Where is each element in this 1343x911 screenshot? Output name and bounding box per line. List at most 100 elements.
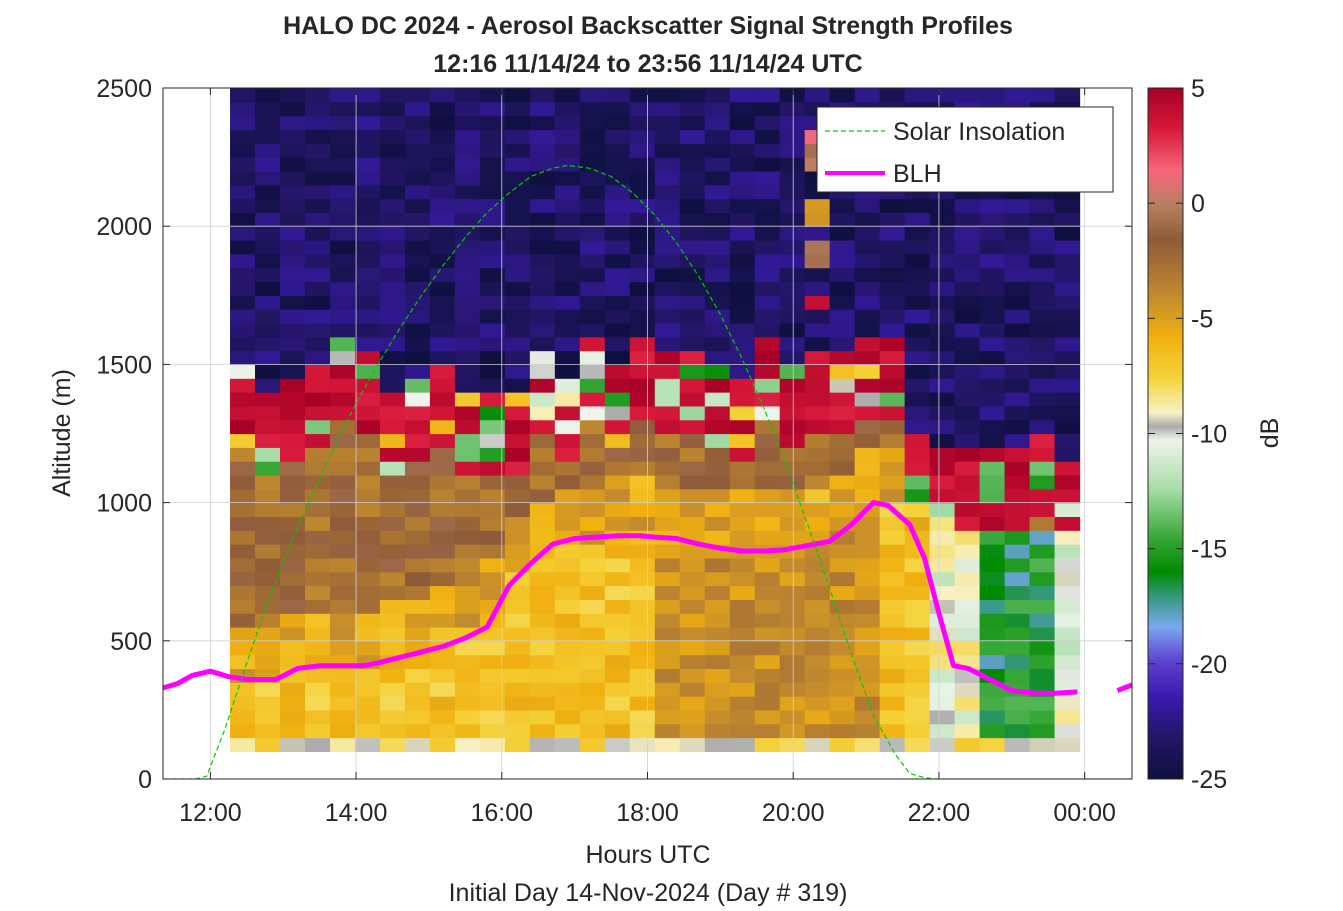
- heatmap-cell: [954, 281, 981, 296]
- heatmap-cell: [604, 405, 631, 421]
- heatmap-cell: [754, 267, 781, 283]
- heatmap-cell: [904, 392, 931, 407]
- heatmap-cell: [804, 723, 831, 739]
- heatmap-cell: [579, 309, 606, 324]
- heatmap-cell: [404, 170, 431, 186]
- heatmap-cell: [504, 696, 531, 711]
- heatmap-cell: [1029, 544, 1056, 559]
- heatmap-cell: [929, 309, 956, 324]
- heatmap-cell: [329, 295, 356, 310]
- heatmap-cell: [379, 599, 406, 614]
- heatmap-cell: [679, 419, 706, 435]
- heatmap-cell: [729, 530, 756, 545]
- heatmap-cell: [1054, 530, 1081, 545]
- heatmap-cell: [829, 378, 856, 393]
- heatmap-cell: [979, 253, 1006, 269]
- heatmap-cell: [504, 253, 531, 269]
- heatmap-cell: [704, 640, 731, 656]
- heatmap-cell: [1054, 322, 1081, 338]
- heatmap-cell: [404, 226, 431, 241]
- heatmap-cell: [804, 198, 831, 213]
- heatmap-cell: [929, 737, 956, 752]
- heatmap-cell: [654, 433, 681, 448]
- heatmap-cell: [829, 626, 856, 642]
- heatmap-cell: [654, 696, 681, 711]
- heatmap-cell: [804, 571, 831, 587]
- heatmap-cell: [529, 668, 556, 683]
- heatmap-cell: [230, 599, 256, 614]
- heatmap-cell: [554, 626, 581, 642]
- heatmap-cell: [429, 433, 456, 448]
- heatmap-cell: [979, 626, 1006, 642]
- heatmap-cell: [654, 626, 681, 642]
- legend-box: [816, 106, 1114, 193]
- heatmap-cell: [729, 88, 756, 103]
- heatmap-cell: [354, 212, 381, 227]
- heatmap-cell: [629, 461, 656, 476]
- heatmap-cell: [879, 488, 906, 504]
- heatmap-cell: [1004, 544, 1031, 559]
- heatmap-cell: [280, 364, 306, 379]
- heatmap-cell: [754, 364, 781, 379]
- heatmap-cell: [1004, 474, 1031, 490]
- heatmap-cell: [454, 309, 481, 324]
- heatmap-cell: [1054, 281, 1081, 296]
- heatmap-cell: [954, 474, 981, 490]
- heatmap-cell: [255, 240, 281, 255]
- heatmap-cell: [504, 157, 531, 172]
- heatmap-cell: [954, 461, 981, 476]
- heatmap-cell: [554, 516, 581, 531]
- heatmap-cell: [679, 240, 706, 255]
- heatmap-cell: [929, 295, 956, 310]
- heatmap-cell: [879, 309, 906, 324]
- heatmap-cell: [779, 281, 806, 296]
- heatmap-cell: [779, 184, 806, 200]
- heatmap-cell: [454, 226, 481, 241]
- heatmap-cell: [779, 143, 806, 158]
- heatmap-cell: [429, 157, 456, 172]
- heatmap-cell: [529, 88, 556, 103]
- heatmap-cell: [1004, 723, 1031, 739]
- heatmap-cell: [329, 184, 356, 200]
- heatmap-cell: [679, 101, 706, 117]
- heatmap-cell: [804, 295, 831, 310]
- heatmap-cell: [954, 696, 981, 711]
- heatmap-cell: [954, 530, 981, 545]
- heatmap-cell: [454, 585, 481, 600]
- x-axis: 12:00 14:00 16:00 18:00 20:00 22:00 00:00: [179, 88, 1116, 827]
- heatmap-cell: [230, 157, 256, 172]
- heatmap-cell: [255, 474, 281, 490]
- heatmap-cell: [280, 709, 306, 725]
- heatmap-cell: [904, 378, 931, 393]
- heatmap-cell: [629, 253, 656, 269]
- heatmap-cell: [1029, 599, 1056, 614]
- heatmap-cell: [454, 336, 481, 352]
- heatmap-cell: [1054, 88, 1081, 103]
- heatmap-cell: [954, 419, 981, 435]
- heatmap-cell: [754, 640, 781, 656]
- heatmap-cell: [529, 709, 556, 725]
- heatmap-cell: [954, 309, 981, 324]
- legend-blh-label: BLH: [893, 160, 942, 188]
- heatmap-cell: [729, 557, 756, 573]
- heatmap-cell: [329, 309, 356, 324]
- heatmap-cell: [929, 212, 956, 227]
- heatmap-cell: [654, 350, 681, 365]
- heatmap-cell: [230, 419, 256, 435]
- heatmap-cell: [454, 599, 481, 614]
- heatmap-cell: [354, 143, 381, 158]
- heatmap-cell: [454, 447, 481, 462]
- heatmap-cell: [479, 198, 506, 213]
- heatmap-cell: [629, 184, 656, 200]
- heatmap-cell: [854, 640, 881, 656]
- heatmap-cell: [629, 737, 656, 752]
- heatmap-cell: [379, 240, 406, 255]
- heatmap-cell: [604, 101, 631, 117]
- heatmap-cell: [879, 336, 906, 352]
- heatmap-cell: [354, 474, 381, 490]
- heatmap-cell: [854, 198, 881, 213]
- heatmap-cell: [954, 447, 981, 462]
- heatmap-cell: [479, 571, 506, 587]
- heatmap-cell: [554, 447, 581, 462]
- heatmap-cell: [904, 571, 931, 587]
